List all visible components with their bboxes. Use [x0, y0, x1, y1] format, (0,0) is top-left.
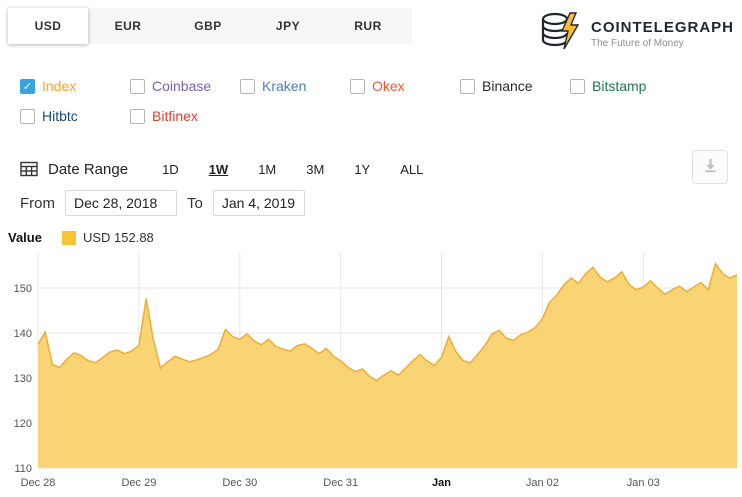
preset-1w[interactable]: 1W [208, 161, 229, 177]
download-button[interactable] [692, 150, 728, 184]
checked-checkbox-icon[interactable]: ✓ [20, 78, 35, 94]
to-date-input[interactable] [212, 190, 305, 216]
currency-tab-rur[interactable]: RUR [354, 19, 382, 33]
chart-legend: USD 152.88 [61, 230, 154, 245]
logo-tagline: The Future of Money [590, 37, 684, 49]
custom-date-range: From To [20, 190, 305, 216]
chart-canvas[interactable]: 110 120 130 140 150 Dec 28 Dec 29 Dec 30 Dec 31 J… [0, 246, 742, 497]
x-axis-label: Dec 30 [222, 477, 257, 489]
exchange-label: Hitbtc [42, 108, 78, 124]
exchange-filter-hitbtc[interactable]: Hitbtc [20, 108, 130, 124]
preset-1y[interactable]: 1Y [354, 161, 371, 177]
range-presets: 1D 1W 1M 3M 1Y ALL [162, 162, 423, 177]
to-label: To [187, 194, 203, 212]
coin-stack-lightning-icon [539, 10, 583, 57]
exchange-filter-binance[interactable]: Binance [460, 78, 570, 94]
checkbox-icon[interactable] [570, 78, 585, 94]
x-axis-label: Dec 28 [21, 477, 56, 489]
y-axis-label: 120 [14, 418, 32, 430]
exchange-label: Bitfinex [152, 108, 198, 124]
exchange-filter-kraken[interactable]: Kraken [240, 78, 350, 94]
checkbox-icon[interactable] [130, 108, 145, 124]
price-chart-section: Value USD 152.88 110 120 130 140 150 Dec 28 De… [0, 228, 742, 497]
currency-tab-eur[interactable]: EUR [114, 19, 142, 33]
date-range-row: Date Range 1D 1W 1M 3M 1Y ALL [20, 150, 728, 188]
calendar-icon [20, 161, 38, 177]
legend-value: USD 152.88 [82, 230, 154, 245]
checkbox-icon[interactable] [240, 78, 255, 94]
exchange-label: Okex [372, 78, 405, 94]
logo-text: COINTELEGRAPH The Future of Money [591, 19, 734, 49]
from-label: From [20, 194, 55, 212]
checkbox-icon[interactable] [460, 78, 475, 94]
logo-title: COINTELEGRAPH [590, 18, 734, 36]
currency-tabs: USD EUR GBP JPY RUR [8, 8, 412, 44]
y-axis-label: 130 [14, 373, 32, 385]
price-area [38, 263, 737, 468]
y-axis-label: 140 [14, 328, 32, 340]
x-axis-label: Dec 29 [121, 477, 156, 489]
download-icon [703, 158, 718, 176]
preset-3m[interactable]: 3M [306, 161, 325, 177]
currency-tab-jpy[interactable]: JPY [275, 19, 301, 33]
chart-title: Value [8, 230, 42, 245]
preset-all[interactable]: ALL [400, 161, 424, 177]
date-range-label: Date Range [48, 160, 129, 178]
exchange-filters: ✓ Index Coinbase Kraken Okex Binance Bitstamp H… [20, 78, 720, 124]
exchange-filter-bitstamp[interactable]: Bitstamp [570, 78, 680, 94]
preset-1m[interactable]: 1M [258, 161, 277, 177]
cointelegraph-logo: COINTELEGRAPH The Future of Money [539, 10, 734, 57]
legend-swatch [61, 230, 76, 245]
price-line [37, 261, 738, 382]
checkbox-icon[interactable] [20, 108, 35, 124]
exchange-filter-index[interactable]: ✓ Index [20, 78, 130, 94]
exchange-label: Bitstamp [592, 78, 647, 94]
preset-1d[interactable]: 1D [162, 161, 179, 177]
checkbox-icon[interactable] [130, 78, 145, 94]
x-axis-label: Dec 31 [323, 477, 358, 489]
currency-tab-gbp[interactable]: GBP [194, 19, 222, 33]
y-axis-label: 150 [14, 283, 32, 295]
x-axis-label: Jan 02 [526, 477, 559, 489]
exchange-label: Index [42, 78, 77, 94]
checkbox-icon[interactable] [350, 78, 365, 94]
currency-tab-usd[interactable]: USD [8, 8, 88, 44]
exchange-label: Binance [482, 78, 533, 94]
topbar: USD EUR GBP JPY RUR COINTELEGRAPH The Future… [8, 8, 734, 50]
exchange-label: Kraken [262, 78, 307, 94]
exchange-filter-okex[interactable]: Okex [350, 78, 460, 94]
x-axis-label: Jan [432, 477, 451, 489]
x-axis-label: Jan 03 [627, 477, 660, 489]
chart-header: Value USD 152.88 [8, 230, 154, 245]
exchange-label: Coinbase [152, 78, 212, 94]
y-axis-label: 110 [14, 463, 32, 475]
from-date-input[interactable] [65, 190, 177, 216]
exchange-filter-coinbase[interactable]: Coinbase [130, 78, 240, 94]
exchange-filter-bitfinex[interactable]: Bitfinex [130, 108, 240, 124]
